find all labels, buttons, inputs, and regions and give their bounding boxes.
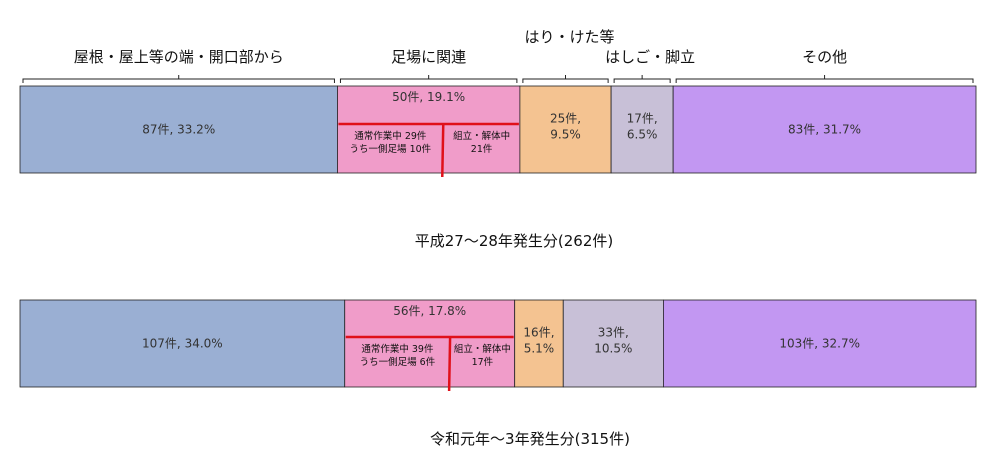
header-bracket-other bbox=[675, 75, 974, 83]
bar-segment-ladder bbox=[562, 299, 664, 388]
bar-segment-other bbox=[672, 85, 977, 174]
data-label-beam: 16件, 5.1% bbox=[523, 326, 554, 356]
detail-normal-work: 通常作業中 39件うち一側足場 6件 bbox=[360, 343, 436, 368]
bar-heisei: 87件, 33.2% 50件, 19.1% 25件, 9.5% 17件, 6.5% 83件,… bbox=[19, 85, 977, 178]
header-bracket-scaffold bbox=[339, 75, 518, 83]
data-label-roof-edge: 107件, 34.0% bbox=[142, 337, 223, 351]
data-label-ladder: 33件, 10.5% bbox=[594, 326, 632, 356]
data-label-scaffold: 56件, 17.8% bbox=[393, 304, 466, 318]
category-header-beam: はり・けた等 bbox=[524, 28, 614, 46]
detail-assembly: 組立・解体中 17件 bbox=[454, 343, 511, 368]
category-header-ladder: はしご・脚立 bbox=[605, 48, 695, 66]
category-header-roof-edge: 屋根・屋上等の端・開口部から bbox=[74, 48, 284, 66]
data-label-beam: 25件, 9.5% bbox=[550, 112, 581, 142]
bar-segment-roof-edge bbox=[19, 299, 346, 388]
bar-segment-scaffold bbox=[344, 299, 516, 388]
bar-reiwa: 107件, 34.0% 56件, 17.8% 16件, 5.1% 33件, 10.5% 10… bbox=[19, 299, 977, 392]
detail-assembly: 組立・解体中 21件 bbox=[453, 130, 510, 155]
bar-segment-scaffold bbox=[337, 85, 521, 174]
data-label-ladder: 17件, 6.5% bbox=[627, 112, 658, 142]
detail-normal-work: 通常作業中 29件うち一側足場 10件 bbox=[350, 130, 432, 155]
data-label-other: 103件, 32.7% bbox=[779, 337, 860, 351]
bar-segment-ladder bbox=[610, 85, 674, 174]
category-header-other: その他 bbox=[802, 48, 847, 66]
bar-segment-other bbox=[663, 299, 977, 388]
header-bracket-ladder bbox=[613, 75, 671, 83]
detail-divider-vertical bbox=[441, 123, 445, 178]
bar-segment-beam bbox=[514, 299, 564, 388]
detail-divider-vertical bbox=[447, 336, 452, 392]
category-header-scaffold: 足場に関連 bbox=[391, 48, 466, 66]
bar-segment-roof-edge bbox=[19, 85, 338, 174]
header-bracket-beam bbox=[522, 75, 609, 83]
bar-segment-beam bbox=[519, 85, 612, 174]
data-label-scaffold: 50件, 19.1% bbox=[392, 90, 465, 104]
header-bracket-roof-edge bbox=[22, 75, 335, 83]
caption-reiwa: 令和元年～3年発生分(315件) bbox=[430, 430, 630, 448]
caption-heisei: 平成27～28年発生分(262件) bbox=[415, 232, 614, 250]
data-label-other: 83件, 31.7% bbox=[788, 123, 861, 137]
data-label-roof-edge: 87件, 33.2% bbox=[142, 123, 215, 137]
